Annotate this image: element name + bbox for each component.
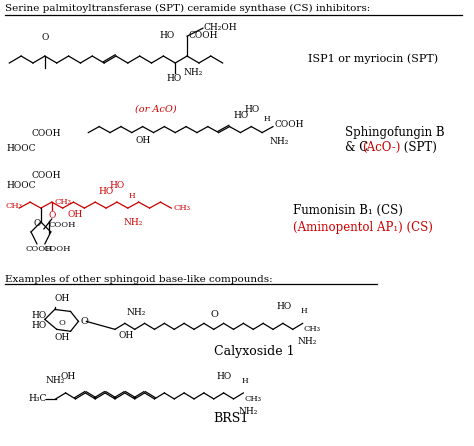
Text: OH: OH	[61, 372, 76, 381]
Text: (or AcO): (or AcO)	[135, 105, 176, 114]
Text: HO: HO	[245, 105, 260, 114]
Text: OH: OH	[68, 210, 83, 219]
Text: OH: OH	[55, 294, 70, 303]
Text: HO: HO	[109, 181, 124, 190]
Text: O: O	[59, 319, 65, 327]
Text: NH₂: NH₂	[124, 218, 143, 227]
Text: (SPT): (SPT)	[401, 141, 438, 154]
Text: CH₃: CH₃	[173, 204, 190, 212]
Text: H: H	[301, 307, 307, 315]
Text: HO: HO	[276, 302, 291, 311]
Text: CH₃: CH₃	[304, 326, 320, 333]
Text: HO: HO	[166, 74, 182, 83]
Text: HOOC: HOOC	[6, 144, 36, 153]
Text: HO: HO	[98, 187, 113, 196]
Text: COOH: COOH	[44, 245, 72, 253]
Text: (AcO-): (AcO-)	[362, 141, 401, 154]
Text: O: O	[81, 317, 88, 326]
Text: COOH: COOH	[188, 31, 218, 40]
Text: COOH: COOH	[25, 245, 53, 253]
Text: H: H	[129, 192, 136, 200]
Text: H₃C: H₃C	[28, 394, 46, 403]
Text: COOH: COOH	[31, 171, 61, 180]
Text: Examples of other sphingoid base-like compounds:: Examples of other sphingoid base-like co…	[5, 275, 273, 284]
Text: H: H	[241, 377, 248, 385]
Text: CH₃: CH₃	[5, 202, 22, 210]
Text: CH₃: CH₃	[245, 395, 261, 403]
Text: NH₂: NH₂	[298, 337, 317, 346]
Text: OH: OH	[136, 136, 151, 145]
Text: COOH: COOH	[31, 129, 61, 138]
Text: HO: HO	[159, 31, 174, 40]
Text: BRS1: BRS1	[214, 412, 249, 425]
Text: O: O	[34, 219, 41, 228]
Text: Sphingofungin B: Sphingofungin B	[345, 126, 445, 139]
Text: ISP1 or myriocin (SPT): ISP1 or myriocin (SPT)	[308, 54, 438, 64]
Text: (Aminopentol AP₁) (CS): (Aminopentol AP₁) (CS)	[293, 222, 433, 235]
Text: NH₂: NH₂	[127, 308, 146, 318]
Text: Fumonisin B₁ (CS): Fumonisin B₁ (CS)	[293, 203, 402, 217]
Text: NH₂: NH₂	[183, 68, 202, 77]
Text: O: O	[211, 310, 219, 319]
Text: NH₂: NH₂	[269, 136, 289, 145]
Text: COOH: COOH	[275, 120, 304, 129]
Text: NH₂: NH₂	[46, 376, 65, 385]
Text: HOOC: HOOC	[6, 181, 36, 190]
Text: Serine palmitoyltransferase (SPT) ceramide synthase (CS) inhibitors:: Serine palmitoyltransferase (SPT) cerami…	[5, 4, 371, 13]
Text: Calyxoside 1: Calyxoside 1	[214, 345, 294, 358]
Text: COOH: COOH	[49, 221, 76, 229]
Text: HO: HO	[217, 372, 232, 381]
Text: HO: HO	[31, 311, 46, 320]
Text: & C: & C	[345, 141, 372, 154]
Text: OH: OH	[119, 331, 134, 340]
Text: HO: HO	[234, 111, 249, 120]
Text: OH: OH	[55, 333, 70, 343]
Text: CH₃: CH₃	[55, 198, 72, 206]
Text: O: O	[42, 33, 49, 42]
Text: HO: HO	[31, 321, 46, 330]
Text: O: O	[49, 211, 56, 220]
Text: CH₂OH: CH₂OH	[204, 23, 237, 32]
Text: H: H	[263, 115, 270, 123]
Text: NH₂: NH₂	[238, 407, 258, 416]
